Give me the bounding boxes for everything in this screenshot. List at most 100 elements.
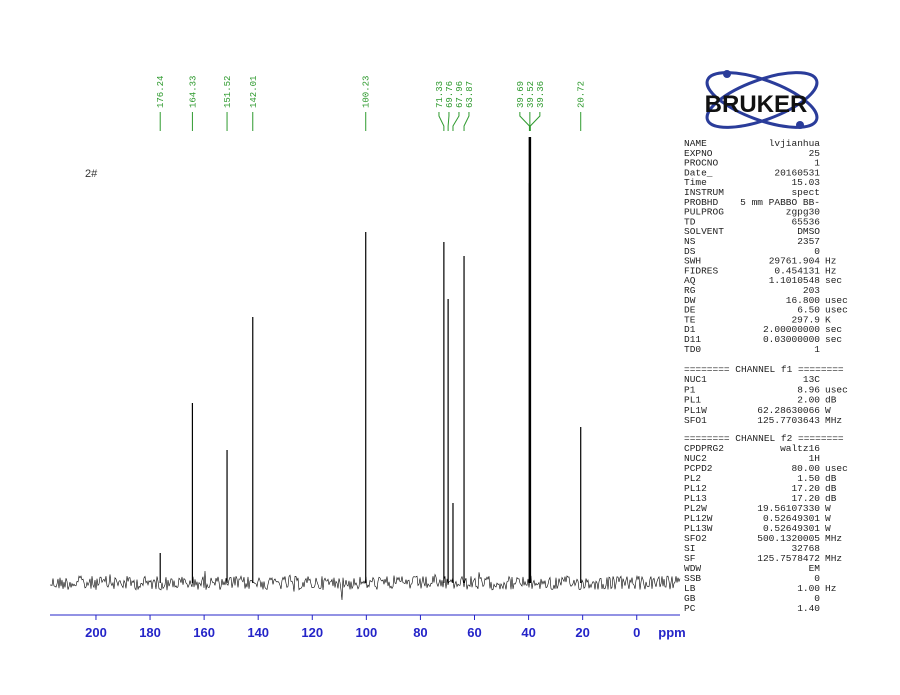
param-value: 2357 bbox=[797, 236, 820, 247]
param-name: PC bbox=[684, 603, 696, 614]
param-name: SOLVENT bbox=[684, 226, 724, 237]
param-value: 500.1320005 bbox=[757, 533, 820, 544]
param-name: AQ bbox=[684, 275, 696, 286]
x-tick-label: 0 bbox=[633, 625, 640, 640]
peak-label: 20.72 bbox=[577, 81, 587, 108]
param-unit: Hz bbox=[825, 265, 836, 276]
param-name: DW bbox=[684, 295, 696, 306]
x-tick-label: 160 bbox=[193, 625, 215, 640]
logo-dot bbox=[723, 70, 731, 78]
param-value: 80.00 bbox=[791, 463, 820, 474]
param-name: EXPNO bbox=[684, 148, 713, 159]
peak-label: 151.52 bbox=[223, 76, 233, 108]
param-name: NAME bbox=[684, 138, 707, 149]
param-name: TE bbox=[684, 314, 696, 325]
param-name: GB bbox=[684, 593, 696, 604]
param-name: SFO2 bbox=[684, 533, 707, 544]
param-value: 0.52649301 bbox=[763, 523, 820, 534]
param-value: 20160531 bbox=[774, 167, 820, 178]
param-unit: W bbox=[825, 523, 831, 534]
param-name: PL12W bbox=[684, 513, 713, 524]
param-value: lvjianhua bbox=[769, 138, 821, 149]
param-name: Date_ bbox=[684, 167, 713, 178]
param-unit: usec bbox=[825, 295, 848, 306]
param-value: 8.96 bbox=[797, 384, 820, 395]
param-value: 32768 bbox=[791, 543, 820, 554]
param-unit: W bbox=[825, 405, 831, 416]
param-unit: sec bbox=[825, 334, 842, 345]
peak-label: 100.23 bbox=[362, 76, 372, 108]
param-name: TD bbox=[684, 216, 696, 227]
peak-label: 39.52 bbox=[526, 81, 536, 108]
param-name: PL1W bbox=[684, 405, 707, 416]
param-unit: Hz bbox=[825, 256, 836, 267]
param-name: PL13 bbox=[684, 493, 707, 504]
param-value: 65536 bbox=[791, 216, 820, 227]
x-tick-label: 20 bbox=[575, 625, 589, 640]
param-value: 17.20 bbox=[791, 493, 820, 504]
param-name: PCPD2 bbox=[684, 463, 713, 474]
param-value: 19.56107330 bbox=[757, 503, 820, 514]
param-name: PL12 bbox=[684, 483, 707, 494]
x-axis-label: ppm bbox=[658, 625, 685, 640]
param-value: EM bbox=[809, 563, 821, 574]
param-name: PL13W bbox=[684, 523, 713, 534]
peak-label-leader bbox=[452, 112, 460, 131]
param-value: 25 bbox=[809, 148, 821, 159]
logo: BRUKER bbox=[705, 70, 819, 129]
param-value: waltz16 bbox=[780, 443, 820, 454]
param-name: NUC1 bbox=[684, 374, 707, 385]
param-name: Time bbox=[684, 177, 707, 188]
logo-dot bbox=[796, 121, 804, 129]
x-tick-label: 120 bbox=[301, 625, 323, 640]
param-header: ======== CHANNEL f2 ======== bbox=[684, 433, 844, 444]
param-value: 125.7578472 bbox=[757, 553, 820, 564]
param-unit: MHz bbox=[825, 533, 842, 544]
x-tick-label: 100 bbox=[356, 625, 378, 640]
param-unit: dB bbox=[825, 473, 837, 484]
param-name: SSB bbox=[684, 573, 701, 584]
peak-label: 176.24 bbox=[156, 76, 166, 108]
param-value: 29761.904 bbox=[769, 256, 821, 267]
peak-label-leader bbox=[529, 112, 541, 131]
peak-label: 39.36 bbox=[536, 81, 546, 108]
param-unit: W bbox=[825, 513, 831, 524]
param-name: D1 bbox=[684, 324, 696, 335]
sample-label: 2# bbox=[85, 168, 98, 180]
param-name: CPDPRG2 bbox=[684, 443, 724, 454]
param-unit: sec bbox=[825, 324, 842, 335]
peak-label-leader bbox=[463, 112, 470, 131]
param-name: FIDRES bbox=[684, 265, 719, 276]
param-name: SWH bbox=[684, 256, 701, 267]
param-name: PROBHD bbox=[684, 197, 719, 208]
x-tick-label: 180 bbox=[139, 625, 161, 640]
param-name: DE bbox=[684, 305, 696, 316]
param-value: spect bbox=[791, 187, 820, 198]
param-header: ======== CHANNEL f1 ======== bbox=[684, 364, 844, 375]
param-value: 5 mm PABBO BB- bbox=[740, 197, 820, 208]
param-name: PULPROG bbox=[684, 207, 724, 218]
param-name: SFO1 bbox=[684, 415, 707, 426]
param-unit: usec bbox=[825, 384, 848, 395]
param-value: 1.40 bbox=[797, 603, 820, 614]
param-name: LB bbox=[684, 583, 696, 594]
param-value: 0 bbox=[814, 573, 820, 584]
param-value: 2.00 bbox=[797, 395, 820, 406]
param-unit: dB bbox=[825, 483, 837, 494]
param-value: 125.7703643 bbox=[757, 415, 820, 426]
x-tick-label: 200 bbox=[85, 625, 107, 640]
param-unit: dB bbox=[825, 395, 837, 406]
param-value: 297.9 bbox=[791, 314, 820, 325]
param-name: TD0 bbox=[684, 344, 701, 355]
peak-label: 69.76 bbox=[445, 81, 455, 108]
logo-orbit bbox=[705, 71, 819, 129]
peak-label: 164.33 bbox=[188, 76, 198, 108]
param-unit: Hz bbox=[825, 583, 836, 594]
x-tick-label: 60 bbox=[467, 625, 481, 640]
param-name: WDW bbox=[684, 563, 701, 574]
param-value: 1H bbox=[809, 453, 820, 464]
param-value: 0 bbox=[814, 593, 820, 604]
peak-label: 71.33 bbox=[435, 81, 445, 108]
baseline-noise bbox=[49, 570, 681, 601]
